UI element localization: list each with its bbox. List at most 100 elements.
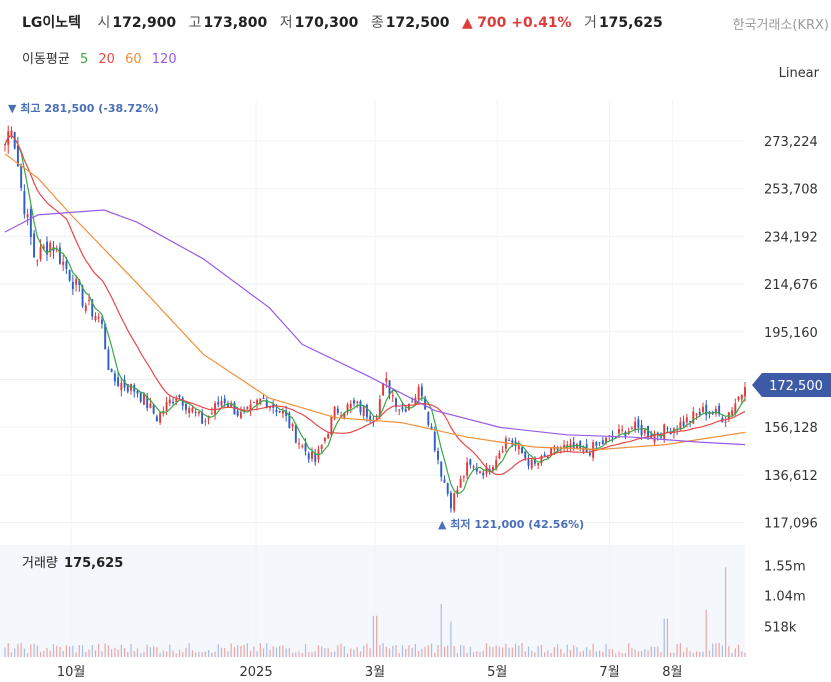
low-label: 저: [279, 15, 293, 31]
volume-bar: [718, 642, 720, 657]
ma-legend-20[interactable]: 20: [98, 52, 115, 67]
candle-body: [236, 410, 239, 416]
candle-body: [320, 444, 323, 449]
volume-bar: [288, 648, 290, 657]
volume-bar: [527, 646, 530, 657]
candle-body: [417, 387, 420, 400]
volume-bar: [30, 644, 32, 657]
volume-bar: [188, 643, 190, 657]
volume-bar: [705, 609, 707, 657]
volume-bar: [502, 647, 504, 657]
volume-bar: [107, 645, 110, 657]
y-tick-label: 214,676: [764, 278, 818, 293]
volume-bar: [618, 651, 620, 657]
volume-bar: [117, 649, 119, 657]
low-value: 170,300: [294, 15, 359, 31]
candle-body: [663, 424, 666, 441]
candle-body: [184, 404, 187, 410]
volume-bar: [230, 643, 232, 657]
volume-bar: [220, 647, 223, 657]
candle-body: [369, 415, 372, 422]
volume-bar: [476, 651, 478, 657]
volume-bar: [531, 650, 533, 657]
volume-bar: [576, 647, 578, 657]
volume-bar: [728, 646, 730, 657]
candle-body: [46, 241, 48, 255]
volume-bar: [133, 650, 135, 657]
volume-bar: [298, 651, 300, 657]
candle-body: [362, 406, 365, 416]
candle-body: [614, 436, 617, 438]
candle-body: [359, 401, 362, 413]
volume-bar: [395, 645, 397, 657]
candle-body: [336, 408, 339, 414]
candle-body: [285, 410, 288, 416]
high-annotation: ▼ 최고 281,500 (-38.72%): [8, 101, 159, 115]
volume-bar: [414, 644, 416, 657]
volume-bar: [376, 615, 378, 657]
x-tick-label: 7월: [599, 665, 619, 680]
candle-body: [705, 404, 708, 416]
candle-body: [356, 401, 359, 403]
candle-body: [433, 431, 436, 451]
volume-bar: [78, 645, 80, 657]
ma-legend-60[interactable]: 60: [125, 52, 142, 67]
y-axis-labels: 273,224253,708234,192214,676195,160175,6…: [764, 135, 818, 532]
volume-bar: [162, 650, 164, 657]
y-tick-label: 117,096: [764, 517, 818, 532]
candle-body: [291, 424, 294, 427]
candle-body: [391, 395, 394, 397]
volume-tick-label: 1.55m: [764, 560, 806, 575]
volume-bar: [227, 651, 229, 657]
volume-bar: [392, 645, 394, 657]
volume-bar: [104, 643, 106, 657]
volume-bar: [634, 649, 636, 657]
volume-bar: [472, 652, 475, 657]
volume-bar: [120, 644, 122, 657]
volume-bar: [595, 651, 597, 657]
candle-body: [100, 319, 103, 324]
volume-bar: [204, 651, 206, 657]
candle-body: [495, 460, 498, 470]
volume-bar: [75, 652, 77, 657]
volume-bar: [81, 645, 84, 657]
volume-bar: [663, 618, 665, 657]
candle-body: [113, 373, 116, 382]
quote-header: LG이노텍 시 172,900 고 173,800 저 170,300 종 172,50…: [22, 12, 671, 32]
ticker-name[interactable]: LG이노텍: [22, 15, 82, 31]
candle-body: [456, 489, 459, 494]
volume-bar: [149, 647, 152, 657]
ma-legend-5[interactable]: 5: [79, 52, 89, 67]
y-tick-label: 195,160: [764, 326, 818, 341]
volume-bar: [259, 643, 261, 657]
volume-bar: [560, 648, 562, 657]
candle-body: [375, 418, 378, 420]
scale-mode-selector[interactable]: Linear: [778, 66, 819, 81]
volume-bar: [418, 650, 420, 657]
candle-body: [301, 445, 304, 447]
volume-bar: [43, 650, 45, 657]
candle-body: [637, 419, 640, 428]
volume-bar: [207, 650, 210, 657]
candle-body: [75, 279, 78, 285]
volume-bar: [708, 650, 711, 657]
volume-bar: [127, 652, 129, 657]
volume-bar: [169, 644, 171, 657]
candle-body: [404, 409, 407, 412]
candle-body: [640, 424, 643, 436]
volume-bar: [466, 653, 468, 657]
y-tick-label: 273,224: [764, 135, 818, 150]
volume-bar: [123, 648, 126, 657]
open-value: 172,900: [112, 15, 177, 31]
volume-tick-label: 1.04m: [764, 590, 806, 605]
candle-body: [340, 415, 343, 417]
ma-legend-120[interactable]: 120: [151, 52, 177, 67]
candle-body: [327, 434, 330, 439]
candle-body: [378, 399, 381, 416]
volume-bar: [647, 650, 649, 657]
candle-body: [365, 404, 368, 418]
x-tick-label: 8월: [662, 665, 682, 680]
candle-body: [575, 444, 578, 449]
volume-bar: [153, 645, 155, 657]
